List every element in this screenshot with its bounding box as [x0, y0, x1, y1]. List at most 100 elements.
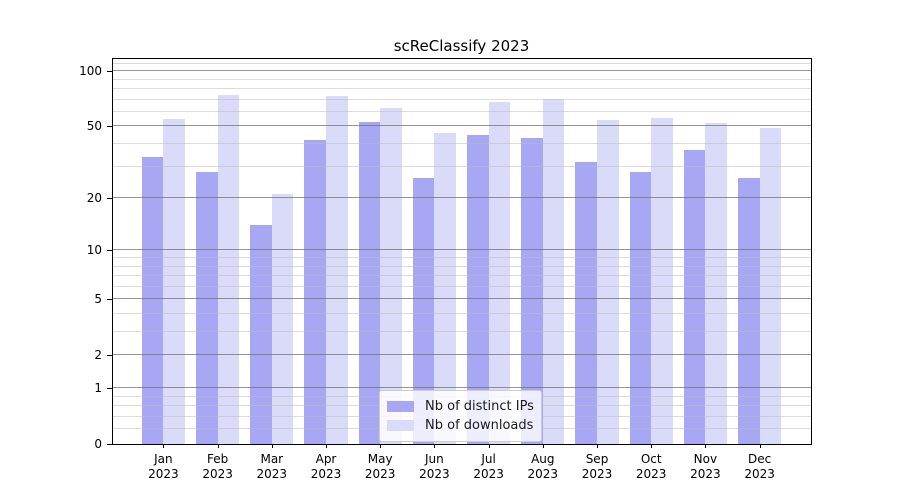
legend-label-downloads: Nb of downloads: [425, 418, 534, 433]
x-axis-tick: [651, 444, 653, 448]
x-axis-tick: [434, 444, 436, 448]
bar-distinct-ips: [358, 121, 381, 444]
x-tick-label: Jul 2023: [461, 452, 517, 482]
bar-distinct-ips: [629, 172, 652, 444]
y-tick-label: 0: [94, 437, 102, 451]
axis-spine-right: [811, 58, 812, 445]
y-tick-label: 10: [86, 243, 102, 258]
y-axis-tick: [107, 355, 112, 357]
bar-distinct-ips: [575, 161, 597, 444]
legend: Nb of distinct IPs Nb of downloads: [379, 390, 542, 442]
x-tick-label: Apr 2023: [298, 452, 354, 482]
x-tick-label: Oct 2023: [623, 452, 679, 482]
legend-item-downloads: Nb of downloads: [387, 416, 533, 435]
gridline-minor: [112, 143, 811, 145]
bar-downloads: [380, 108, 402, 444]
bar-downloads: [542, 98, 565, 444]
x-tick-month: May: [367, 452, 393, 466]
gridline-minor: [112, 265, 811, 267]
x-tick-month: Oct: [640, 452, 662, 466]
legend-item-distinct-ips: Nb of distinct IPs: [387, 397, 534, 416]
bar-downloads: [597, 120, 619, 444]
y-axis-tick: [107, 388, 112, 389]
chart-title: scReClassify 2023: [393, 37, 530, 55]
gridline-major: [112, 298, 811, 300]
x-tick-year: 2023: [690, 467, 721, 481]
x-tick-year: 2023: [581, 467, 613, 481]
x-tick-month: Apr: [315, 452, 337, 466]
x-axis-tick: [217, 444, 219, 448]
x-tick-label: Jan 2023: [135, 452, 191, 482]
x-axis-tick: [271, 444, 273, 448]
x-axis-tick: [326, 444, 327, 448]
x-tick-label: Aug 2023: [515, 452, 571, 482]
x-tick-month: Aug: [531, 452, 555, 466]
y-tick-label: 5: [94, 292, 102, 307]
bar-distinct-ips: [412, 177, 435, 444]
y-axis-tick: [107, 250, 112, 252]
bar-downloads: [434, 133, 457, 444]
bar-distinct-ips: [466, 134, 489, 444]
gridline-minor: [112, 111, 811, 112]
x-tick-month: Feb: [206, 452, 229, 466]
x-tick-year: 2023: [202, 467, 233, 481]
bar-distinct-ips: [141, 156, 164, 444]
x-tick-year: 2023: [364, 467, 396, 481]
gridline-minor: [112, 78, 811, 80]
y-tick-label: 50: [86, 119, 102, 134]
gridline-major: [112, 197, 811, 199]
y-axis-tick: [107, 299, 112, 301]
axis-spine-top: [112, 58, 812, 59]
y-tick-label: 1: [94, 381, 102, 395]
bar-downloads: [326, 96, 348, 444]
x-tick-year: 2023: [744, 467, 775, 481]
x-tick-label: Mar 2023: [244, 452, 300, 482]
gridline-major: [112, 125, 811, 127]
x-tick-label: May 2023: [352, 452, 408, 482]
x-tick-year: 2023: [256, 467, 288, 481]
x-axis-tick: [542, 444, 544, 448]
gridline-major: [112, 387, 811, 388]
axis-spine-bottom: [112, 444, 812, 445]
bar-distinct-ips: [250, 225, 272, 444]
x-axis-tick: [163, 444, 165, 448]
x-tick-month: Jul: [481, 452, 496, 466]
x-axis-tick: [488, 444, 490, 448]
x-tick-year: 2023: [419, 467, 450, 481]
x-tick-label: Dec 2023: [732, 452, 788, 482]
gridline-major: [112, 354, 811, 356]
x-tick-label: Feb 2023: [190, 452, 246, 482]
gridline-major: [112, 249, 811, 251]
x-tick-label: Jun 2023: [406, 452, 462, 482]
x-tick-month: Sep: [585, 452, 609, 466]
legend-label-distinct-ips: Nb of distinct IPs: [425, 399, 534, 414]
bar-downloads: [651, 117, 673, 444]
x-tick-label: Sep 2023: [569, 452, 625, 482]
bar-distinct-ips: [521, 138, 543, 444]
y-axis-tick: [107, 198, 112, 200]
bar-downloads: [705, 123, 728, 444]
plot-area: Nb of distinct IPs Nb of downloads: [112, 58, 811, 444]
gridline-minor: [112, 285, 811, 287]
x-tick-label: Nov 2023: [677, 452, 733, 482]
gridline-minor: [112, 331, 811, 332]
x-tick-month: Nov: [693, 452, 718, 466]
bar-downloads: [271, 194, 294, 444]
gridline-minor: [112, 88, 811, 90]
gridline-minor: [112, 275, 811, 276]
bar-downloads: [217, 95, 240, 444]
legend-swatch-distinct-ips: [387, 401, 414, 412]
x-tick-month: Jan: [154, 452, 173, 466]
bar-downloads: [488, 102, 511, 444]
x-axis-tick: [380, 444, 382, 448]
bar-distinct-ips: [304, 140, 326, 444]
gridline-minor: [112, 313, 811, 314]
bar-distinct-ips: [737, 177, 760, 444]
x-tick-month: Jun: [425, 452, 444, 466]
axis-spine-left: [112, 58, 113, 445]
gridline-minor: [112, 165, 811, 167]
x-tick-year: 2023: [473, 467, 504, 481]
y-axis-tick: [107, 444, 112, 445]
x-axis-tick: [759, 444, 761, 448]
